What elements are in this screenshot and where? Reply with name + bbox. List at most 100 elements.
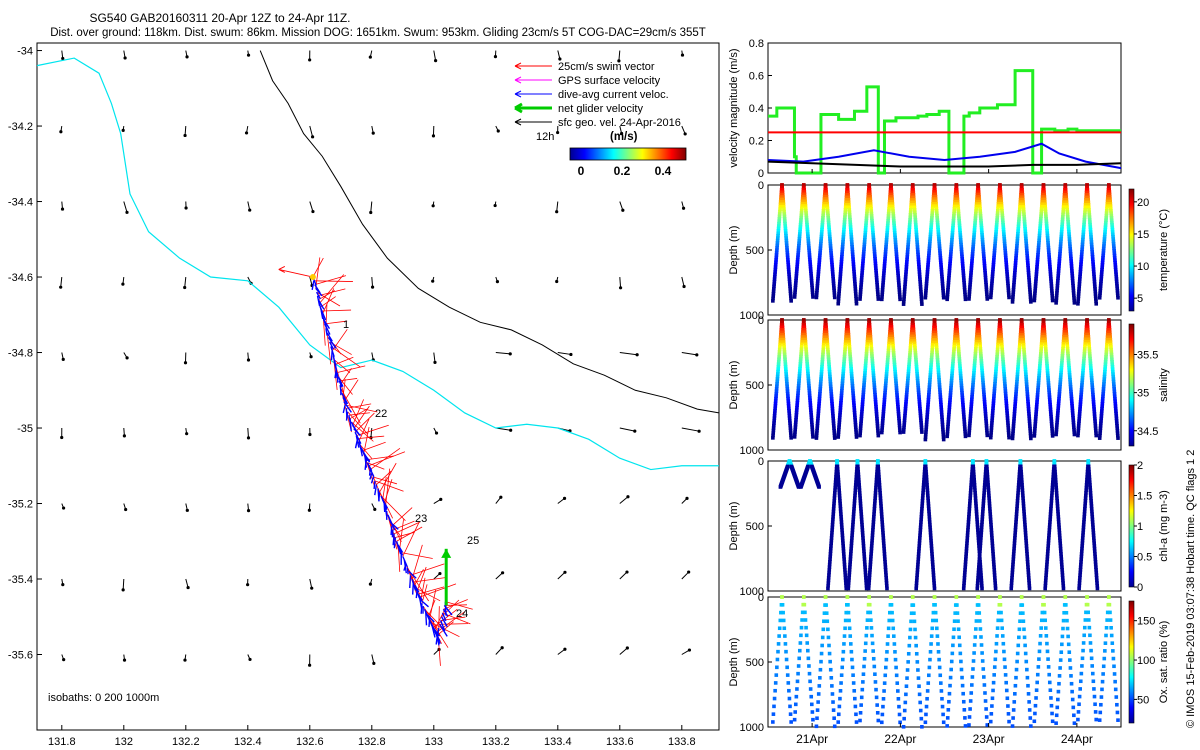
- salinity-sample: [1066, 351, 1070, 356]
- salinity-sample: [1018, 330, 1023, 335]
- temperature-sample: [1067, 234, 1072, 239]
- salinity-sample: [861, 395, 865, 399]
- salinity-sample: [868, 332, 873, 337]
- temperature-sample: [793, 290, 797, 295]
- velocity-ytick-label: 0: [758, 168, 764, 180]
- temperature-sample: [915, 242, 920, 247]
- salinity-sample: [970, 395, 974, 399]
- chla-sample: [987, 499, 992, 503]
- geo-vector: [433, 352, 436, 363]
- temperature-sample: [820, 225, 824, 229]
- salinity-sample: [888, 329, 892, 334]
- temperature-sample: [974, 209, 978, 213]
- salinity-sample: [1001, 362, 1006, 366]
- temperature-sample: [976, 185, 981, 190]
- chla-sample: [963, 565, 968, 569]
- temperature-sample: [1114, 270, 1118, 274]
- chla-sample: [832, 499, 837, 503]
- salinity-sample: [865, 342, 870, 346]
- temperature-sample: [862, 247, 866, 251]
- temperature-sample: [924, 288, 928, 293]
- salinity-sample: [971, 375, 976, 380]
- temperature-sample: [894, 247, 898, 252]
- salinity-sample: [776, 369, 780, 374]
- temperature-sample: [869, 209, 874, 213]
- oxygen-sample: [897, 704, 901, 709]
- salinity-sample: [1016, 367, 1020, 372]
- salinity-sample: [1113, 406, 1118, 411]
- geo-vector-head: [310, 135, 315, 139]
- chla-sample: [877, 477, 881, 482]
- chla-sample: [983, 472, 988, 477]
- temperature-sample: [778, 209, 782, 214]
- salinity-sample: [1043, 347, 1048, 351]
- chla-sample: [932, 586, 937, 591]
- chla-sample: [859, 509, 863, 514]
- salinity-sample: [1099, 409, 1104, 413]
- temperature-sample: [1064, 190, 1068, 195]
- salinity-sample: [1037, 373, 1041, 378]
- salinity-sample: [1088, 363, 1093, 368]
- salinity-sample: [1024, 374, 1028, 379]
- oxygen-sample: [809, 694, 814, 699]
- swim-vector: [397, 545, 401, 572]
- salinity-sample: [1058, 382, 1062, 387]
- temperature-sample: [1105, 201, 1110, 206]
- temperature-sample: [918, 277, 922, 282]
- chla-sample: [1095, 583, 1100, 588]
- salinity-sample: [851, 396, 856, 400]
- salinity-sample: [795, 403, 799, 408]
- temperature-sample: [818, 248, 823, 253]
- temperature-sample: [874, 268, 878, 273]
- salinity-sample: [788, 423, 792, 428]
- salinity-sample: [1017, 352, 1021, 357]
- temperature-sample: [940, 281, 945, 286]
- salinity-sample: [1100, 399, 1105, 404]
- salinity-sample: [867, 323, 872, 327]
- geo-vector-head: [59, 285, 63, 289]
- salinity-sample: [793, 427, 798, 432]
- salinity-sample: [1088, 354, 1092, 358]
- temperature-sample: [1077, 284, 1082, 289]
- temperature-sample: [1070, 269, 1074, 273]
- chla-sample: [1049, 506, 1053, 511]
- salinity-sample: [905, 381, 910, 385]
- chla-sample: [841, 552, 846, 556]
- temperature-sample: [773, 265, 778, 269]
- oxygen-sample: [832, 716, 836, 721]
- salinity-sample: [915, 369, 919, 374]
- swim-vector: [420, 577, 426, 601]
- legend-gps-label: GPS surface velocity: [558, 75, 661, 87]
- salinity-sample: [989, 433, 993, 438]
- salinity-sample: [836, 432, 841, 437]
- oxygen-sample: [854, 712, 858, 717]
- salinity-sample: [814, 436, 819, 440]
- salinity-sample: [946, 420, 951, 424]
- chla-sample: [962, 583, 966, 588]
- temperature-sample: [808, 264, 813, 269]
- oxygen-sample: [822, 611, 827, 615]
- salinity-sample: [772, 421, 776, 425]
- temperature-sample: [1048, 269, 1053, 274]
- salinity-sample: [869, 342, 873, 346]
- temperature-sample: [1046, 238, 1050, 243]
- salinity-sample: [794, 413, 799, 417]
- chla-sample: [1058, 546, 1063, 551]
- legend-swim: 25cm/s swim vector: [514, 61, 655, 73]
- temperature-sample: [1006, 286, 1011, 290]
- oxygen-sample: [800, 610, 805, 615]
- salinity-sample: [859, 419, 863, 423]
- chla-sample: [1080, 546, 1084, 551]
- chla-sample: [967, 512, 971, 516]
- salinity-sample: [1094, 428, 1098, 433]
- temperature-sample: [902, 294, 906, 299]
- temperature-sample: [807, 250, 812, 255]
- salinity-sample: [950, 371, 954, 376]
- chla-sample: [855, 459, 860, 463]
- temperature-sample: [1011, 285, 1016, 290]
- temperature-sample: [828, 246, 833, 251]
- dac-vector: [342, 404, 346, 414]
- salinity-sample: [1101, 392, 1105, 396]
- dac-vector: [319, 306, 327, 321]
- chla-sample: [969, 477, 974, 482]
